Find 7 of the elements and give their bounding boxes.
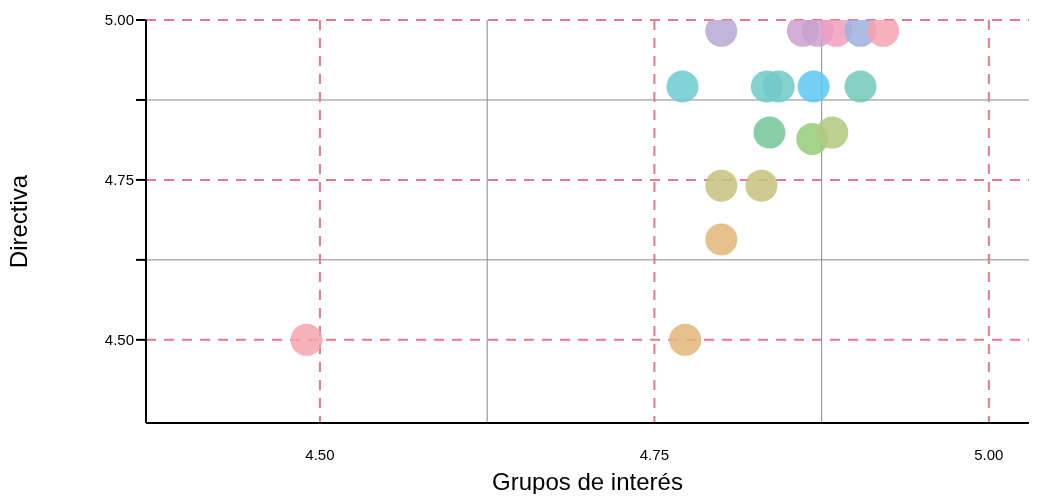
y-tick-label: 4.50 — [104, 331, 134, 349]
x-tick-label: 4.50 — [305, 445, 335, 463]
y-tick-label: 5.00 — [104, 11, 134, 29]
y-axis-title: Directiva — [4, 174, 32, 269]
x-tick-label: 5.00 — [974, 445, 1004, 463]
x-tick-label: 4.75 — [639, 445, 669, 463]
y-tick-label: 4.75 — [104, 171, 134, 189]
